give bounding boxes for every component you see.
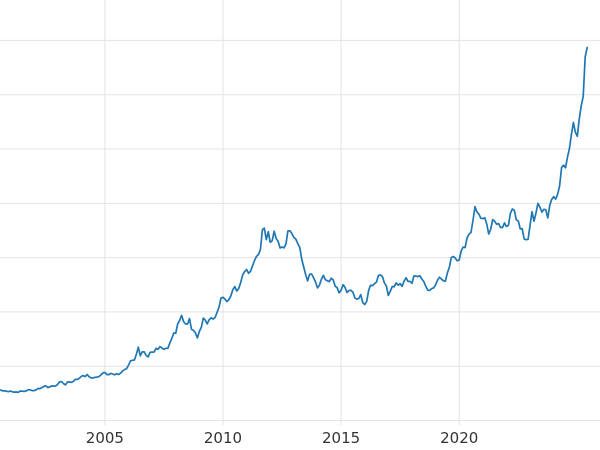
x-tick-label: 2005 — [86, 429, 124, 447]
x-tick-label: 2020 — [440, 429, 478, 447]
x-tick-label: 2015 — [322, 429, 360, 447]
x-tick-label: 2010 — [204, 429, 242, 447]
price-line — [0, 46, 589, 394]
